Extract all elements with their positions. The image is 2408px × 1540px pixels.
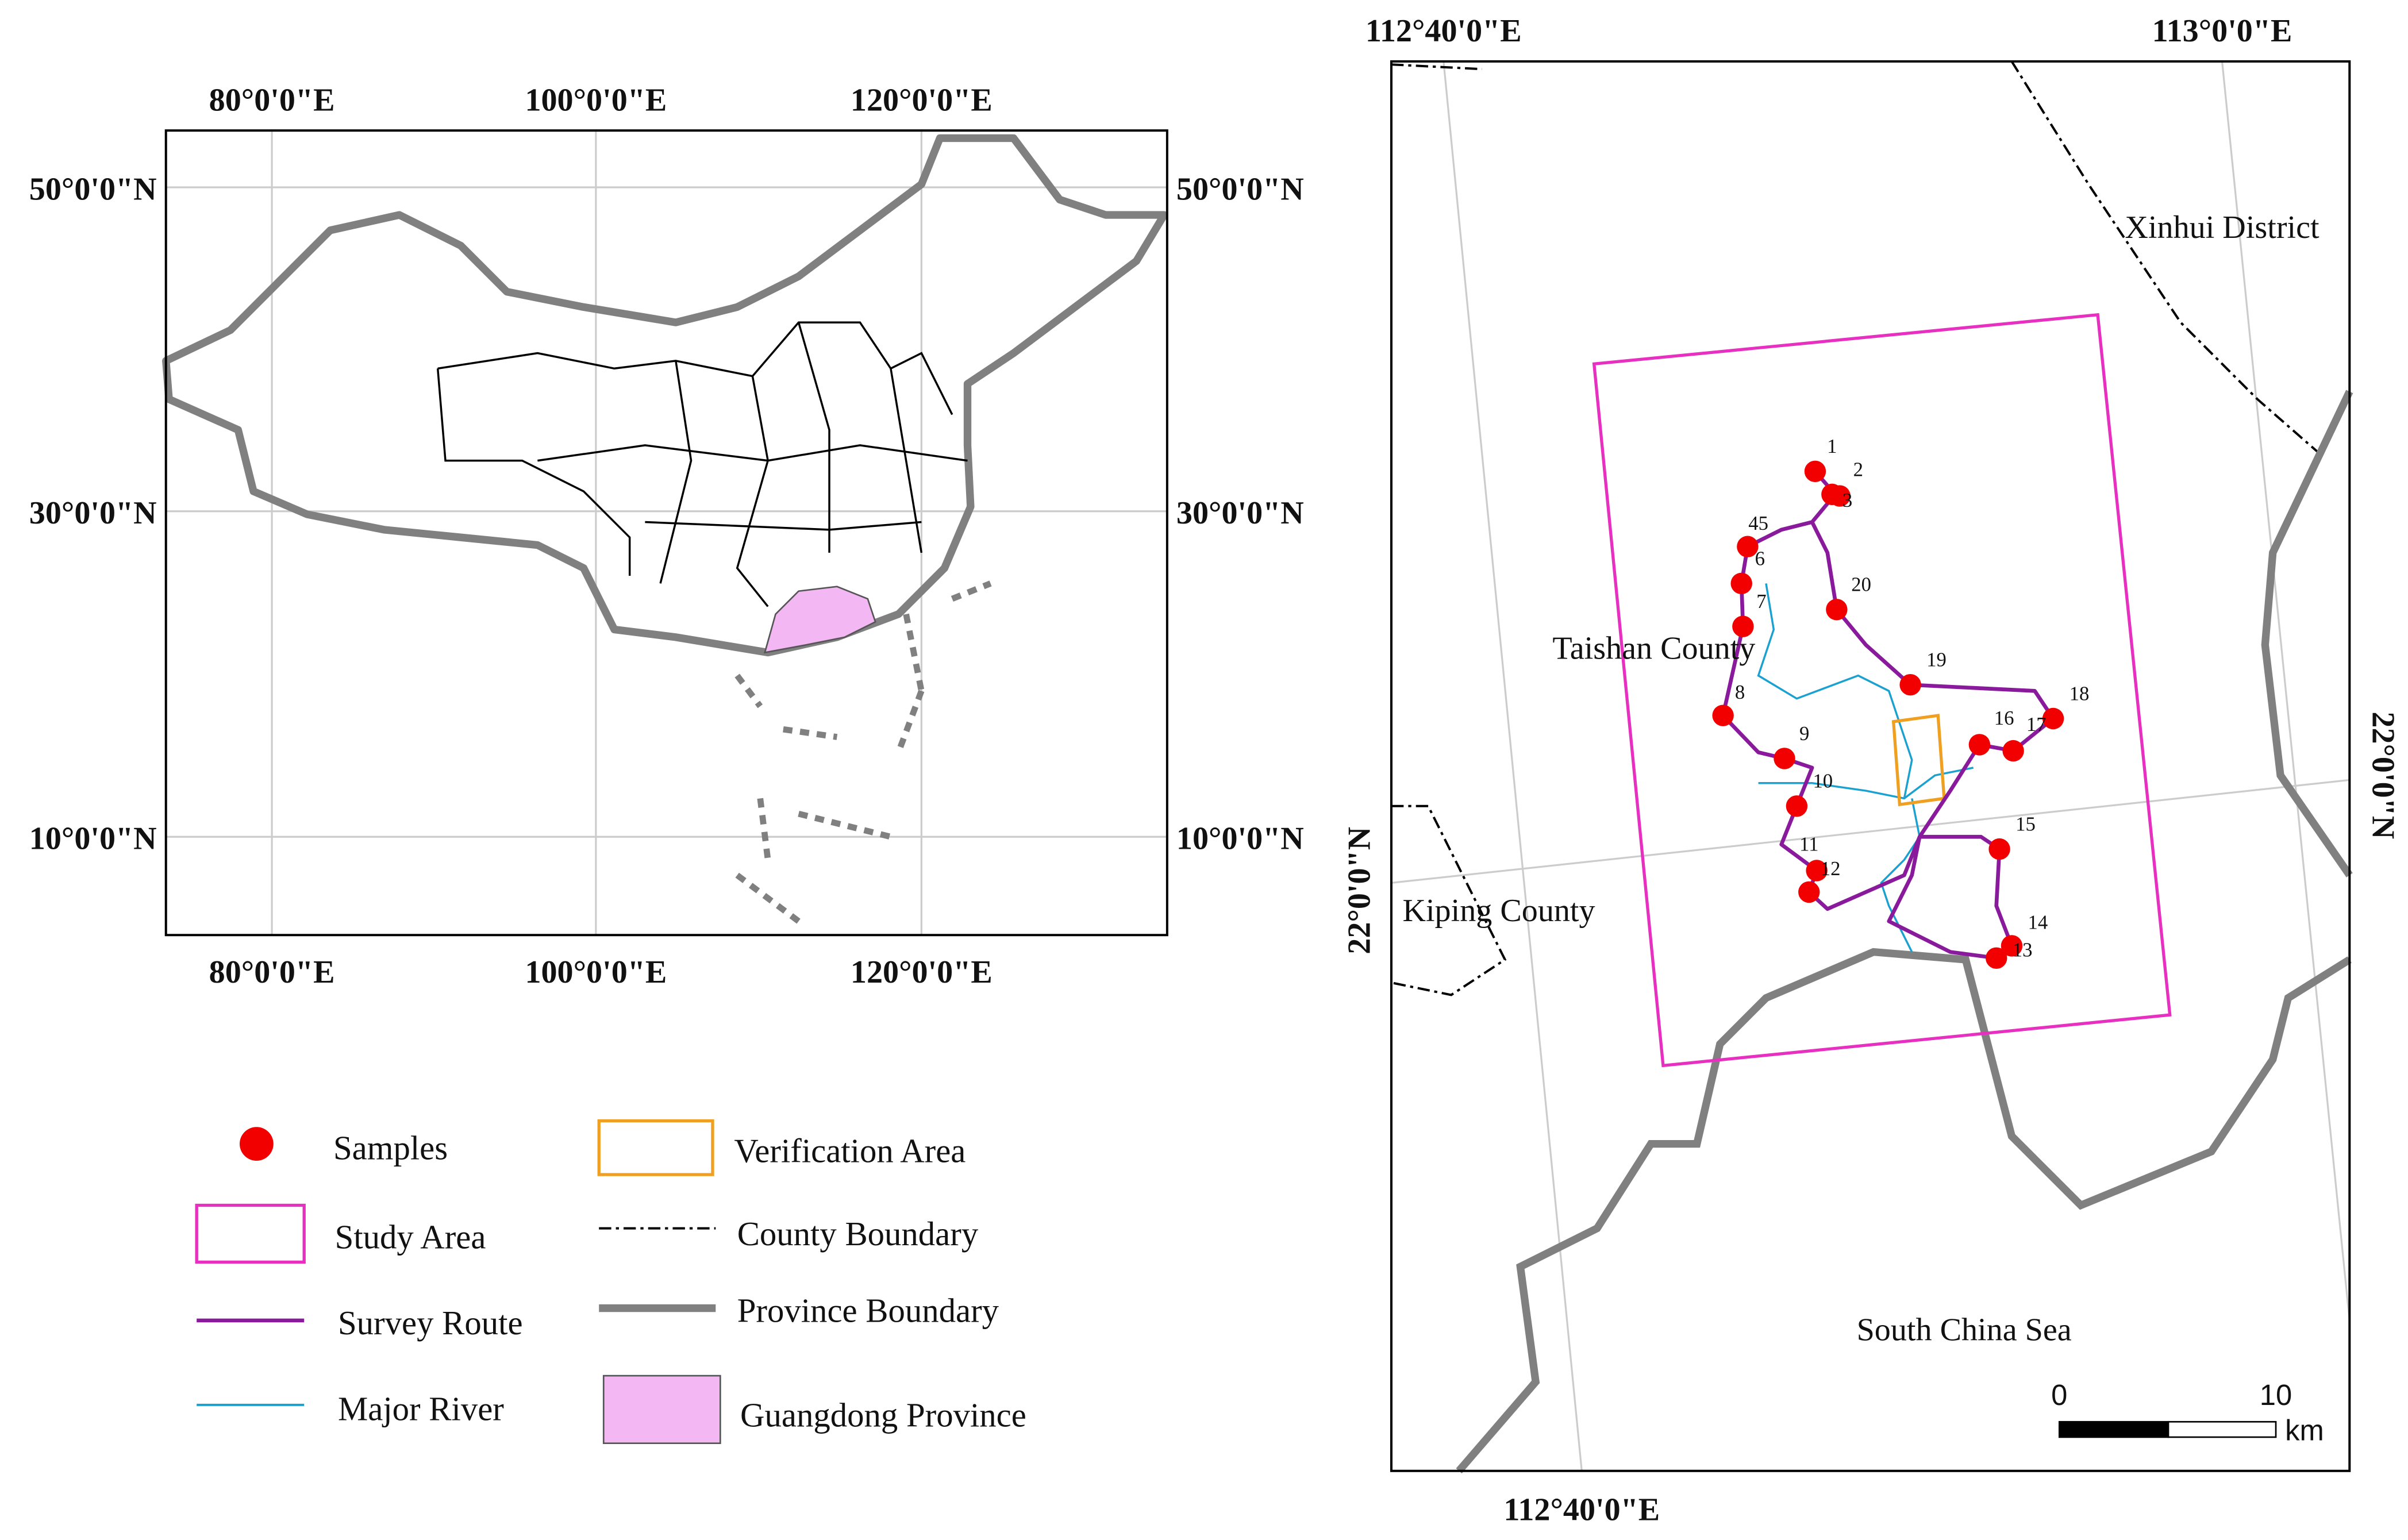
lat-label: 30°0'0"N <box>29 495 157 531</box>
study-map <box>1390 60 2353 1474</box>
sample-label: 14 <box>2028 911 2048 934</box>
sample-label: 45 <box>1748 512 1768 534</box>
sample-point <box>1712 704 1734 726</box>
lon-label: 112°40'0"E <box>1503 1492 1660 1527</box>
sample-point <box>1899 674 1921 696</box>
sample-point <box>1798 881 1820 903</box>
sample-point <box>1826 599 1848 621</box>
sample-point <box>2042 707 2064 730</box>
samples <box>1712 460 2064 969</box>
sample-point <box>1804 460 1826 483</box>
sample-label: 13 <box>2013 939 2033 961</box>
legend-label: Samples <box>333 1129 448 1166</box>
sample-label: 19 <box>1926 649 1947 671</box>
legend-label: Verification Area <box>734 1133 965 1170</box>
lat-label: 10°0'0"N <box>29 821 157 857</box>
lon-label: 112°40'0"E <box>1365 13 1522 49</box>
legend-label: Province Boundary <box>737 1292 999 1330</box>
scale-label: 0 <box>2051 1379 2067 1411</box>
sample-label: 18 <box>2070 682 2090 704</box>
map-frame <box>164 129 1168 937</box>
sample-point <box>1986 947 2007 969</box>
sample-point <box>1786 795 1808 817</box>
sample-label: 11 <box>1799 833 1818 855</box>
sample-point <box>1774 748 1795 769</box>
sample-point <box>1806 860 1828 881</box>
sample-point <box>1730 572 1752 595</box>
sample-label: 10 <box>1813 770 1833 792</box>
legend-label: Survey Route <box>338 1304 523 1342</box>
legend-label: County Boundary <box>737 1215 979 1253</box>
lat-label: 22°0'0"N <box>2365 711 2401 839</box>
islands <box>734 580 992 924</box>
lat-label: 50°0'0"N <box>1176 171 1304 207</box>
sample-point <box>1732 615 1754 637</box>
legend-label: Major River <box>338 1391 504 1428</box>
sample-point <box>1737 536 1759 557</box>
sample-point <box>1988 838 2010 860</box>
lon-label: 100°0'0"E <box>525 82 667 118</box>
place-label: Kiping County <box>1402 893 1595 929</box>
china-outline <box>162 134 1168 657</box>
sample-label: 17 <box>2026 713 2047 736</box>
province-boundaries <box>436 321 968 607</box>
lat-label: 22°0'0"N <box>1342 827 1378 954</box>
overview-map <box>162 129 1168 937</box>
map-frame <box>1390 60 2351 1472</box>
sample-point <box>2002 740 2024 762</box>
legend-symbol <box>239 1127 274 1161</box>
legend-label: Study Area <box>335 1218 486 1256</box>
sample-label: 7 <box>1756 590 1766 613</box>
sample-label: 1 <box>1827 435 1837 457</box>
legend-symbol <box>602 1375 721 1445</box>
legend-symbol <box>597 1119 714 1176</box>
lon-label: 80°0'0"E <box>209 954 335 990</box>
graticule <box>1391 61 2351 1471</box>
lat-label: 10°0'0"N <box>1176 821 1304 857</box>
lon-label: 120°0'0"E <box>851 954 993 990</box>
lon-label: 120°0'0"E <box>851 82 993 118</box>
lat-label: 30°0'0"N <box>1176 495 1304 531</box>
legend-label: Guangdong Province <box>740 1396 1026 1434</box>
lat-label: 50°0'0"N <box>29 171 157 207</box>
place-label: Taishan County <box>1552 630 1755 666</box>
guangdong-province <box>763 586 876 654</box>
graticule <box>166 130 1167 935</box>
sample-label: 15 <box>2015 813 2036 836</box>
scale-label: 10 <box>2260 1379 2292 1411</box>
county-boundary <box>1391 60 2320 996</box>
sample-label: 20 <box>1851 573 1871 596</box>
scale-label: km <box>2285 1414 2324 1446</box>
sample-label: 9 <box>1799 722 1809 745</box>
lon-label: 100°0'0"E <box>525 954 667 990</box>
sample-label: 12 <box>1821 857 1841 880</box>
lon-label: 113°0'0"E <box>2152 13 2292 49</box>
sample-label: 6 <box>1755 547 1765 569</box>
sample-label: 2 <box>1853 458 1863 480</box>
sample-label: 3 <box>1842 489 1852 511</box>
lon-label: 80°0'0"E <box>209 82 335 118</box>
place-label: Xinhui District <box>2125 210 2319 245</box>
place-label: South China Sea <box>1857 1312 2072 1348</box>
legend <box>195 1119 721 1445</box>
scale-bar-segment <box>2058 1420 2169 1438</box>
sample-label: 16 <box>1994 707 2014 729</box>
study-area <box>1592 313 2172 1068</box>
sample-point <box>1829 485 1851 507</box>
sample-point <box>1968 734 1991 756</box>
sample-label: 8 <box>1735 681 1745 703</box>
legend-symbol <box>195 1203 306 1264</box>
scale-bar-segment <box>2167 1420 2277 1438</box>
province-boundary <box>1456 390 2353 1474</box>
sample-point <box>2001 935 2023 957</box>
